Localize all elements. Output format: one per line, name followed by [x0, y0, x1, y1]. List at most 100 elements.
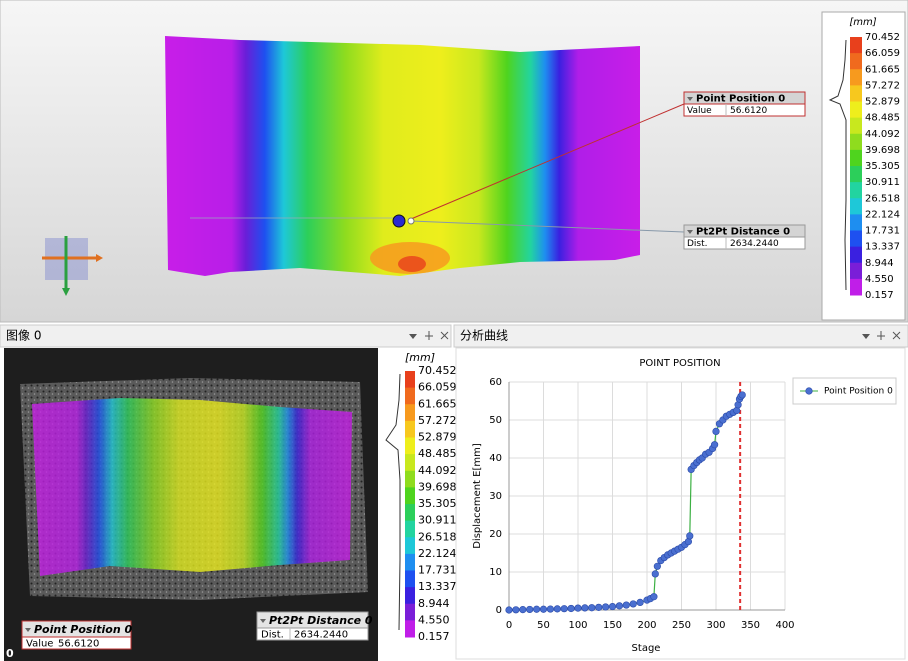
- colorbar-segment: [405, 570, 415, 588]
- data-point: [546, 605, 555, 613]
- panel-controls[interactable]: [409, 331, 449, 340]
- data-point: [519, 606, 527, 614]
- x-tick-label: 100: [568, 620, 587, 631]
- colorbar-segment: [850, 117, 862, 135]
- data-point: [574, 604, 582, 612]
- data-point: [738, 391, 746, 399]
- panel-title: 图像 0: [6, 329, 41, 343]
- strain-overlay: [32, 398, 352, 576]
- axis-gizmo: [42, 236, 103, 296]
- colorbar-label: 35.305: [865, 161, 900, 172]
- colorbar-segment: [850, 214, 862, 231]
- colorbar-segment: [405, 520, 415, 538]
- colorbar-label: 44.092: [865, 129, 900, 140]
- annotation-title: Point Position 0: [696, 94, 785, 105]
- annotation-title: Pt2Pt Distance 0: [269, 614, 373, 627]
- leader-line: [410, 220, 685, 233]
- histogram: [385, 373, 401, 631]
- colorbar-label: 22.124: [418, 547, 457, 560]
- annotation-point[interactable]: Point Position 0 Value 56.6120: [683, 91, 806, 117]
- data-point: [622, 601, 630, 609]
- data-point: [595, 603, 603, 611]
- annotation-value: 56.6120: [730, 106, 767, 116]
- colorbar-segment: [405, 620, 415, 638]
- colorbar-segment: [405, 437, 415, 455]
- annotation-value: 2634.2440: [730, 239, 779, 249]
- deformation-plate: [165, 36, 640, 276]
- colorbar-label: 70.452: [418, 364, 457, 377]
- colorbar-label: 22.124: [865, 209, 900, 220]
- frame-index: 0: [6, 647, 14, 660]
- panel-header: [0, 324, 452, 348]
- data-point: [615, 602, 624, 610]
- data-point: [712, 427, 720, 436]
- x-tick-label: 50: [537, 620, 550, 631]
- colorbar-label: 52.879: [865, 97, 900, 108]
- colorbar-segment: [405, 587, 415, 605]
- y-tick-label: 10: [489, 567, 502, 578]
- annotation-point[interactable]: Point Position 0 Value 56.6120: [21, 620, 132, 650]
- data-point: [601, 603, 610, 611]
- colorbar-segment: [850, 69, 862, 86]
- probe-point[interactable]: [392, 214, 406, 228]
- data-point: [553, 605, 561, 613]
- data-point: [560, 605, 568, 613]
- data-point: [650, 593, 658, 601]
- colorbar-label: 44.092: [418, 464, 457, 477]
- colorbar-segment: [850, 53, 862, 70]
- colorbar-segment: [405, 470, 415, 488]
- plot: 0 10 20 30 40 50 60 0 50 100 150 200 250 300 350 400 Poi…: [489, 377, 897, 631]
- y-tick-label: 30: [489, 491, 502, 502]
- annotation-distance[interactable]: Pt2Pt Distance 0 Dist. 2634.2440: [256, 611, 373, 641]
- colorbar-segment: [850, 166, 862, 183]
- y-tick-label: 60: [489, 377, 502, 388]
- colorbar-segment: [850, 278, 862, 296]
- colorbar-label: 8.944: [418, 597, 450, 610]
- data-point: [629, 600, 637, 608]
- annotation-key: Value: [687, 106, 712, 116]
- colorbar-segment: [405, 404, 415, 422]
- colorbar-segment: [850, 149, 862, 167]
- colorbar-segment: [850, 262, 862, 280]
- annotation-value: 56.6120: [58, 639, 99, 650]
- colorbar-label: 4.550: [418, 613, 450, 626]
- y-tick-label: 20: [489, 529, 502, 540]
- x-tick-label: 400: [775, 620, 794, 631]
- data-point: [608, 602, 617, 611]
- data-point: [526, 605, 534, 614]
- panel-title: 分析曲线: [460, 329, 508, 343]
- data-point: [581, 604, 589, 612]
- data-point: [653, 562, 661, 570]
- colorbar-label: 8.944: [865, 258, 894, 269]
- data-point: [532, 605, 541, 613]
- colorbar-label: 13.337: [865, 242, 900, 253]
- annotation-key: Dist.: [687, 239, 708, 249]
- legend-marker: [805, 387, 813, 395]
- panel-controls[interactable]: [862, 331, 901, 340]
- leader-line: [410, 103, 685, 220]
- annotation-title: Pt2Pt Distance 0: [696, 227, 790, 238]
- data-point: [588, 604, 596, 612]
- colorbar: 70.452 66.059 61.665 57.272 52.879 48.485 44.0…: [405, 364, 457, 643]
- annotation-distance[interactable]: Pt2Pt Distance 0 Dist. 2634.2440: [683, 224, 806, 250]
- data-point: [505, 606, 513, 614]
- colorbar-segment: [405, 371, 415, 389]
- colorbar-label: 70.452: [865, 32, 900, 43]
- data-point: [686, 532, 694, 540]
- probe-point[interactable]: [407, 217, 415, 225]
- colorbar-label: 17.731: [418, 564, 457, 577]
- annotation-value: 2634.2440: [294, 630, 348, 641]
- colorbar-segment: [850, 246, 862, 264]
- colorbar-unit: [mm]: [405, 351, 435, 364]
- y-tick-label: 50: [489, 415, 502, 426]
- annotation-key: Dist.: [261, 630, 284, 641]
- colorbar-segment: [405, 504, 415, 522]
- colorbar-label: 26.518: [865, 193, 900, 204]
- panel-header: [453, 324, 908, 348]
- histogram: [828, 39, 847, 291]
- x-tick-label: 300: [706, 620, 725, 631]
- annotation-title: Point Position 0: [34, 623, 132, 636]
- colorbar-label: 0.157: [865, 290, 894, 301]
- colorbar-segment: [850, 85, 862, 102]
